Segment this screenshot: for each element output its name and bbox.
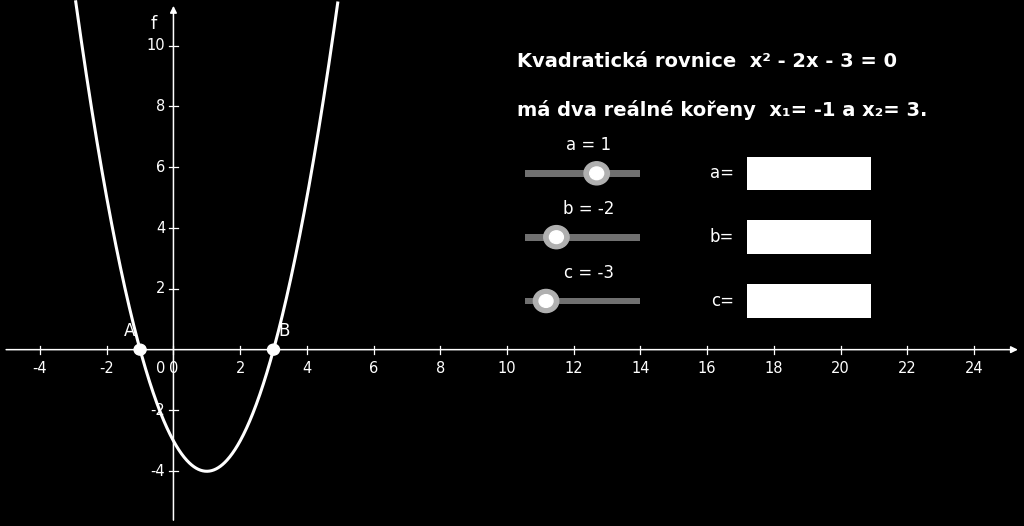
Text: 10: 10	[498, 361, 516, 376]
Bar	[525, 234, 640, 240]
Text: a = 1: a = 1	[566, 136, 611, 155]
Circle shape	[550, 231, 563, 244]
Text: 20: 20	[831, 361, 850, 376]
Text: -4: -4	[33, 361, 47, 376]
Text: 0: 0	[169, 361, 178, 376]
Bar	[748, 220, 870, 254]
Circle shape	[539, 295, 553, 307]
Text: 8: 8	[435, 361, 444, 376]
Bar	[525, 298, 640, 305]
Text: 18: 18	[765, 361, 783, 376]
Text: f: f	[151, 15, 157, 33]
Text: 2: 2	[236, 361, 245, 376]
Text: 10: 10	[146, 38, 165, 53]
Text: -4: -4	[151, 464, 165, 479]
Text: 6: 6	[156, 160, 165, 175]
Circle shape	[544, 226, 569, 249]
Circle shape	[267, 344, 280, 355]
Text: 0: 0	[156, 361, 165, 376]
Circle shape	[590, 167, 604, 180]
Text: c = -3: c = -3	[563, 264, 613, 282]
Text: Kvadratická rovnice  x² - 2x - 3 = 0: Kvadratická rovnice x² - 2x - 3 = 0	[517, 52, 897, 70]
Text: 2: 2	[156, 281, 165, 296]
Text: 8: 8	[156, 99, 165, 114]
Text: -2: -2	[99, 361, 114, 376]
Bar	[525, 170, 640, 177]
Text: a=: a=	[710, 164, 734, 183]
Text: -2: -2	[151, 403, 165, 418]
Text: 4: 4	[156, 220, 165, 236]
Text: 24: 24	[965, 361, 983, 376]
Text: 14: 14	[631, 361, 649, 376]
Text: 6: 6	[369, 361, 378, 376]
Bar	[748, 157, 870, 190]
Text: má dva reálné kořeny  x₁= -1 a x₂= 3.: má dva reálné kořeny x₁= -1 a x₂= 3.	[517, 100, 928, 120]
Circle shape	[134, 344, 146, 355]
Text: 12: 12	[564, 361, 583, 376]
Text: 16: 16	[698, 361, 717, 376]
Text: B: B	[279, 322, 290, 340]
Text: b = -2: b = -2	[563, 200, 614, 218]
Bar	[748, 284, 870, 318]
Text: A: A	[124, 322, 135, 340]
Text: 4: 4	[302, 361, 311, 376]
Text: 22: 22	[898, 361, 916, 376]
Circle shape	[584, 162, 609, 185]
Text: c=: c=	[711, 292, 734, 310]
Text: b=: b=	[710, 228, 734, 246]
Circle shape	[534, 289, 559, 312]
